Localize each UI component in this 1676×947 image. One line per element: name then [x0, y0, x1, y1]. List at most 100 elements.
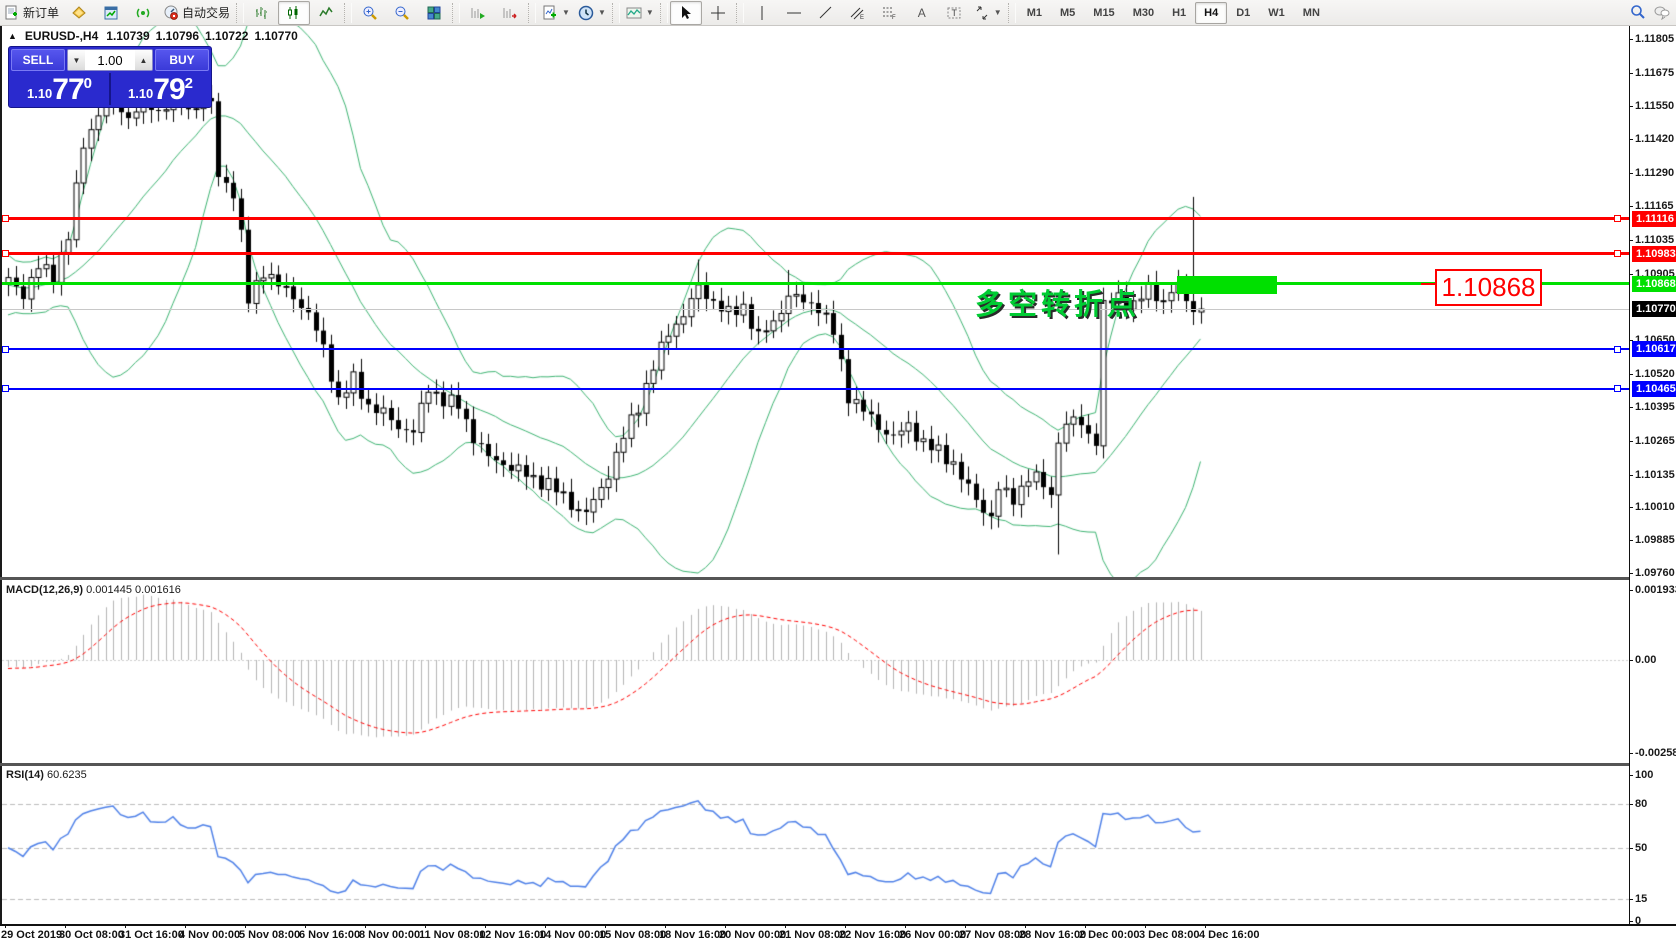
timeframe-m5[interactable]: M5 — [1060, 6, 1076, 19]
sell-price-sup: 0 — [83, 75, 93, 92]
horizontal-line-button[interactable] — [778, 1, 810, 25]
collapse-arrow-icon[interactable]: ▲ — [8, 31, 17, 41]
buy-button[interactable]: BUY — [155, 49, 209, 71]
channel-button[interactable]: E — [842, 1, 874, 25]
line-handle[interactable] — [2, 346, 9, 353]
signals-button[interactable] — [127, 1, 159, 25]
time-axis[interactable]: 29 Oct 2019 30 Oct 08:00 31 Oct 16:00 4 Nov… — [0, 924, 1676, 947]
line-handle[interactable] — [2, 215, 9, 222]
rsi-axis-tick — [1629, 848, 1633, 849]
chart-window-button[interactable] — [95, 1, 127, 25]
candlestick-chart-button[interactable] — [278, 0, 311, 25]
rsi-canvas[interactable] — [2, 766, 1629, 923]
price-badge-support-upper: 1.10617 — [1632, 341, 1676, 357]
search-icon[interactable] — [1630, 4, 1646, 20]
chart-window-icon — [104, 6, 118, 19]
green-rectangle-object[interactable] — [1177, 276, 1277, 294]
timeframe-d1[interactable]: D1 — [1236, 6, 1251, 19]
price-axis-label: 1.09760 — [1635, 567, 1675, 579]
timeframe-m30[interactable]: M30 — [1132, 6, 1155, 19]
line-handle[interactable] — [1614, 250, 1621, 257]
volume-increase-button[interactable]: ▲ — [135, 50, 152, 70]
sell-price-display[interactable]: 1.10 77 0 — [11, 73, 108, 105]
time-axis-label: 14 Nov 00:00 — [539, 929, 607, 941]
text-label-button[interactable]: T — [938, 1, 970, 25]
price-tag-box[interactable]: 1.10868 — [1435, 269, 1542, 306]
horizontal-line-resistance-upper[interactable] — [2, 217, 1629, 220]
price-axis-label: 1.11805 — [1635, 33, 1675, 45]
price-chart-canvas[interactable] — [2, 25, 1629, 578]
periods-button[interactable]: ▼ — [574, 1, 610, 25]
volume-value[interactable]: 1.00 — [85, 50, 135, 70]
toolbar: 新订单 自动交易 — [0, 0, 1676, 26]
chat-icon[interactable] — [1654, 4, 1670, 20]
horizontal-line-current-price[interactable] — [2, 309, 1629, 310]
rsi-axis-tick — [1629, 804, 1633, 805]
timeframe-h4[interactable]: H4 — [1195, 1, 1228, 24]
volume-decrease-button[interactable]: ▼ — [68, 50, 85, 70]
templates-icon — [543, 5, 557, 19]
cursor-button[interactable] — [669, 0, 702, 25]
time-axis-label: 11 Nov 08:00 — [419, 929, 486, 941]
auto-trading-button[interactable]: 自动交易 — [159, 1, 234, 25]
horizontal-line-pivot-green[interactable] — [2, 282, 1629, 285]
templates-caret-icon: ▼ — [562, 8, 570, 17]
templates-button[interactable]: ▼ — [538, 1, 574, 25]
vertical-line-button[interactable] — [746, 1, 778, 25]
time-axis-tick — [485, 924, 486, 928]
rsi-pane-separator[interactable] — [0, 763, 1629, 766]
price-axis-tick — [1629, 573, 1633, 574]
trendline-button[interactable] — [810, 1, 842, 25]
toolbar-right — [1630, 1, 1670, 23]
chinese-note-text[interactable]: 多空转折点 — [975, 289, 1141, 321]
line-handle[interactable] — [1614, 385, 1621, 392]
macd-canvas[interactable] — [2, 580, 1629, 764]
bar-chart-button[interactable] — [246, 1, 278, 25]
price-axis-tick — [1629, 173, 1633, 174]
zoom-in-button[interactable] — [354, 1, 386, 25]
timeframe-w1[interactable]: W1 — [1268, 6, 1285, 19]
chart-shift-button[interactable] — [494, 1, 526, 25]
market-watch-button[interactable] — [63, 1, 95, 25]
sell-button[interactable]: SELL — [11, 49, 65, 71]
time-axis-tick — [845, 924, 846, 928]
buy-price-display[interactable]: 1.10 79 2 — [112, 73, 209, 105]
price-axis-label: 1.10395 — [1635, 401, 1675, 413]
timeframe-group: M1 M5 M15 M30 H1 H4 D1 W1 MN — [1018, 1, 1329, 24]
line-handle[interactable] — [2, 250, 9, 257]
macd-pane-separator[interactable] — [0, 577, 1629, 580]
line-handle[interactable] — [2, 385, 9, 392]
rsi-axis-label: 100 — [1635, 769, 1654, 781]
timeframe-mn[interactable]: MN — [1302, 6, 1320, 19]
line-handle[interactable] — [1614, 215, 1621, 222]
ohlc-close: 1.10770 — [254, 29, 298, 43]
indicators-button[interactable]: ▼ — [622, 1, 658, 25]
text-button[interactable]: A — [906, 1, 938, 25]
ohlc-high: 1.10796 — [155, 29, 200, 43]
arrows-button[interactable]: ▼ — [970, 1, 1006, 25]
toolbar-separator — [344, 2, 353, 23]
tile-windows-button[interactable] — [418, 1, 450, 25]
buy-price-sup: 2 — [184, 75, 194, 92]
auto-scroll-button[interactable] — [462, 1, 494, 25]
new-order-button[interactable]: 新订单 — [0, 1, 63, 25]
periods-caret-icon: ▼ — [597, 8, 606, 17]
fibonacci-button[interactable]: F — [874, 1, 906, 25]
horizontal-line-resistance-lower[interactable] — [2, 252, 1629, 255]
timeframe-m1[interactable]: M1 — [1026, 6, 1042, 19]
volume-stepper: ▼ 1.00 ▲ — [67, 49, 153, 71]
crosshair-icon — [710, 5, 725, 20]
line-chart-button[interactable] — [310, 1, 342, 25]
time-axis-tick — [965, 924, 966, 928]
price-divider — [109, 73, 111, 105]
horizontal-line-support-upper[interactable] — [2, 348, 1629, 350]
line-handle[interactable] — [1614, 346, 1621, 353]
macd-axis-tick — [1629, 590, 1633, 591]
timeframe-h1[interactable]: H1 — [1172, 6, 1187, 19]
crosshair-button[interactable] — [702, 1, 734, 25]
zoom-out-button[interactable] — [386, 1, 418, 25]
timeframe-m15[interactable]: M15 — [1093, 6, 1115, 19]
market-watch-icon — [72, 5, 86, 19]
horizontal-line-support-lower[interactable] — [2, 388, 1629, 390]
time-axis-label: 6 Nov 16:00 — [299, 929, 361, 941]
